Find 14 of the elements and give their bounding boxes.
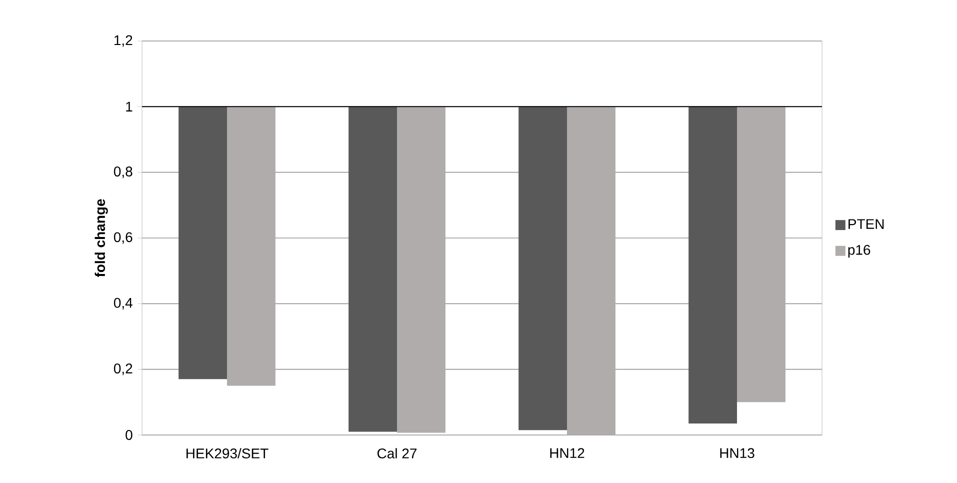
- x-tick-label: HEK293/SET: [186, 448, 268, 458]
- y-tick-label: 0: [126, 430, 132, 440]
- y-tick-label: 0,4: [114, 298, 132, 310]
- y-tick-label: 0,2: [114, 364, 132, 376]
- legend-label: PTEN: [848, 219, 884, 229]
- x-tick-label: HN12: [550, 448, 584, 458]
- y-axis-title: fold change: [94, 199, 108, 278]
- x-tick-label: Cal 27: [377, 448, 417, 458]
- y-tick-label: 0,8: [114, 166, 132, 178]
- y-tick-label: 1: [126, 102, 132, 112]
- y-tick-label: 1,2: [114, 35, 132, 47]
- x-tick-label: HN13: [720, 448, 754, 458]
- y-tick-label: 0,6: [114, 232, 132, 244]
- legend-label: p16: [848, 244, 870, 258]
